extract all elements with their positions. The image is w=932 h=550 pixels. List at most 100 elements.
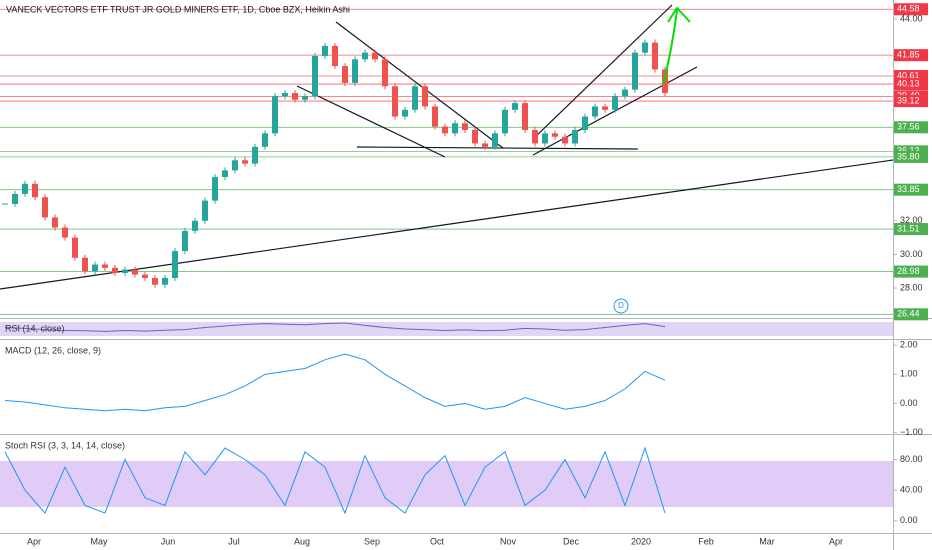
level-label: 36.13 [897, 146, 920, 156]
candle [202, 200, 208, 221]
candle [472, 129, 478, 144]
rsi-band [0, 322, 893, 336]
rsi-title: RSI (14, close) [5, 323, 65, 333]
candle [532, 129, 538, 144]
candle [262, 133, 268, 147]
level-tag [894, 308, 928, 321]
candle [332, 45, 338, 67]
y-tick-label: 40.00 [900, 485, 923, 495]
time-label: Apr [27, 536, 41, 546]
y-tick-label: 0.00 [900, 398, 918, 408]
time-label: 2020 [631, 536, 651, 546]
time-label: Aug [294, 536, 310, 546]
candle [482, 143, 488, 147]
candle [362, 52, 368, 60]
time-label: Feb [698, 536, 714, 546]
level-label: 31.51 [897, 223, 920, 233]
candle [52, 217, 58, 228]
candle [302, 96, 308, 100]
candle [442, 126, 448, 134]
candle [622, 89, 628, 97]
candle [112, 267, 118, 273]
candle [402, 109, 408, 117]
time-label: Mar [759, 536, 775, 546]
time-label: Jun [161, 536, 176, 546]
candle [82, 257, 88, 272]
candle [142, 274, 148, 278]
dividend-marker[interactable] [613, 298, 629, 314]
candle [282, 92, 288, 97]
level-tag [894, 95, 928, 108]
y-tick-label: 44.00 [900, 13, 923, 23]
candle [192, 220, 198, 231]
level-tag [894, 265, 928, 278]
indicator-line [4, 322, 666, 332]
y-tick-label: 30.00 [900, 249, 923, 259]
level-tag [894, 49, 928, 62]
time-label: Oct [430, 536, 445, 546]
candle [72, 237, 78, 258]
candle [582, 116, 588, 130]
candle [592, 106, 598, 117]
candle [102, 264, 108, 268]
candle [612, 96, 618, 110]
candle [132, 269, 138, 275]
macd-title: MACD (12, 26, close, 9) [5, 345, 101, 355]
time-label: Apr [829, 536, 843, 546]
chart-title: VANECK VECTORS ETF TRUST JR GOLD MINERS … [6, 4, 350, 14]
candle [292, 92, 298, 100]
level-label: 35.80 [897, 151, 920, 161]
candle [652, 42, 658, 70]
candle [542, 133, 548, 144]
time-label: May [90, 536, 108, 546]
stoch-title: Stoch RSI (3, 3, 14, 14, close) [5, 440, 125, 450]
time-label: Dec [563, 536, 580, 546]
level-tag [894, 223, 928, 236]
candle [242, 160, 248, 164]
level-label: 41.85 [897, 50, 920, 60]
level-label: 44.58 [897, 4, 920, 14]
level-label: 33.85 [897, 184, 920, 194]
indicator-line [4, 353, 666, 412]
candle [212, 177, 218, 201]
level-label: 39.12 [897, 95, 920, 105]
indicator-line [4, 446, 666, 515]
candle [662, 69, 668, 93]
y-tick-label: 1.00 [900, 369, 918, 379]
dividend-label: D [618, 301, 624, 310]
candle [222, 170, 228, 178]
y-tick-label: 2.00 [900, 340, 918, 350]
candle [312, 55, 318, 97]
candle [232, 160, 238, 171]
candle [522, 103, 528, 130]
projection-arrow [662, 6, 691, 86]
y-tick-label: 0.00 [900, 515, 918, 525]
level-tag [894, 78, 928, 91]
candle [572, 129, 578, 144]
candle [182, 230, 188, 252]
candle [492, 133, 498, 147]
time-label: Jul [228, 536, 240, 546]
candle [512, 103, 518, 110]
candle [42, 197, 48, 218]
level-label: 37.56 [897, 122, 920, 132]
candle [392, 86, 398, 117]
candle [372, 52, 378, 60]
candle [412, 86, 418, 110]
level-label: 26.44 [897, 309, 920, 319]
candle [552, 133, 558, 137]
y-tick-label: 32.00 [900, 215, 923, 225]
candle [342, 66, 348, 83]
candle [322, 45, 328, 56]
candle [382, 59, 388, 87]
time-label: Nov [500, 536, 517, 546]
candle [432, 106, 438, 127]
marks [2, 39, 668, 515]
level-tag [894, 121, 928, 134]
levels: 44.5841.8540.6140.1339.4039.1237.5636.13… [0, 3, 928, 321]
trend-lines [0, 4, 894, 290]
candle [632, 52, 638, 90]
level-label: 40.61 [897, 70, 920, 80]
